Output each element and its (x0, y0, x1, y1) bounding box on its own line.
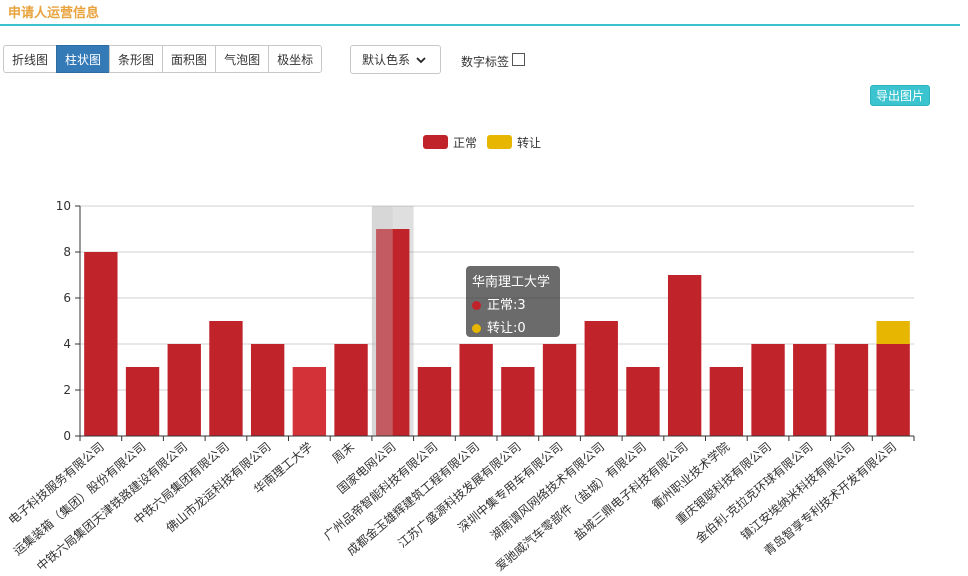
bar-正常 (417, 367, 452, 436)
y-tick-label: 0 (63, 429, 71, 443)
x-tick-label: 周末 (330, 440, 357, 466)
bar-正常 (292, 367, 327, 436)
transfer-dot-icon (472, 324, 481, 333)
y-tick-label: 8 (63, 245, 71, 259)
bar-layer (84, 206, 910, 436)
chart-type-column-button[interactable]: 柱状图 (56, 45, 111, 73)
tooltip-normal-name: 正常 (487, 298, 514, 313)
color-scheme-select[interactable]: 默认色系 (350, 45, 441, 74)
bar-正常 (709, 367, 744, 436)
tooltip-title: 华南理工大学 (472, 275, 551, 290)
chart-type-bubble-button[interactable]: 气泡图 (215, 45, 270, 73)
chart-type-polar-button[interactable]: 极坐标 (268, 45, 323, 73)
chevron-down-icon (416, 56, 426, 63)
chart-type-toolbar: 折线图 柱状图 条形图 面积图 气泡图 极坐标 (3, 45, 323, 73)
tooltip-transfer-name: 转让 (487, 321, 514, 336)
legend-swatch (487, 135, 512, 149)
y-tick-label: 6 (63, 291, 71, 305)
legend-label: 正常 (453, 136, 477, 150)
bar-正常 (834, 344, 869, 436)
x-tick-label: 中铁六局集团天津铁路建设有限公司 (33, 439, 190, 574)
legend: 正常 转让 (423, 135, 541, 150)
bar-正常 (667, 275, 702, 436)
bar-正常 (876, 344, 910, 436)
chart-type-area-button[interactable]: 面积图 (162, 45, 217, 73)
section-title: 申请人运营信息 (8, 6, 100, 21)
bar-转让 (876, 321, 910, 344)
y-tick-label: 4 (63, 337, 71, 351)
bar-正常 (334, 344, 368, 436)
tooltip-row-normal: 正常: 3 (472, 294, 560, 317)
axis-pointer-overlay (371, 206, 393, 436)
legend-swatch (423, 135, 448, 149)
x-tick-label: 爱驰威汽车零部件（盐城）有限公司 (492, 439, 649, 574)
chart-tooltip: 华南理工大学 正常: 3 转让: 0 (466, 266, 560, 337)
title-divider (0, 24, 960, 26)
tooltip-row-transfer: 转让: 0 (472, 317, 560, 340)
legend-label: 转让 (517, 135, 541, 150)
bar-正常 (376, 229, 410, 436)
bar-正常 (501, 367, 535, 436)
bar-正常 (84, 252, 118, 436)
tooltip-transfer-value: 0 (517, 321, 526, 336)
color-scheme-value: 默认色系 (362, 53, 411, 67)
bar-正常 (793, 344, 827, 436)
bar-正常 (167, 344, 201, 436)
export-image-button[interactable]: 导出图片 (870, 85, 930, 106)
number-label-checkbox[interactable] (512, 53, 526, 66)
bar-正常 (250, 344, 285, 436)
bar-正常 (209, 321, 243, 436)
bar-正常 (584, 321, 618, 436)
number-label-toggle: 数字标签 (461, 53, 526, 70)
bar-正常 (751, 344, 785, 436)
number-label-text: 数字标签 (461, 55, 510, 69)
bar-正常 (125, 367, 160, 436)
bar-正常 (459, 344, 493, 436)
y-tick-label: 10 (56, 199, 71, 213)
normal-dot-icon (472, 301, 481, 310)
bar-正常 (542, 344, 577, 436)
y-tick-label: 2 (63, 383, 71, 397)
tooltip-normal-value: 3 (517, 298, 526, 313)
bar-正常 (626, 367, 660, 436)
